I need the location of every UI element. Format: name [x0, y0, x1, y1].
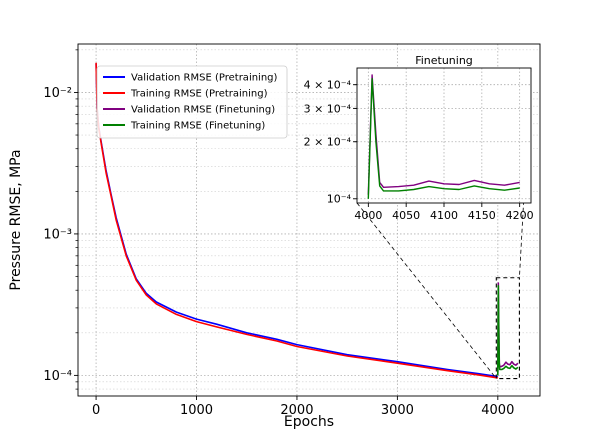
- main-series-group: [95, 62, 519, 379]
- main-frame: [77, 43, 541, 397]
- main-x-axis-label: Epochs: [284, 414, 334, 430]
- inset-y-tick-label-1: 2 × 10⁻⁴: [304, 136, 352, 149]
- main-series-1-line: [95, 62, 498, 379]
- main-x-tick-label-3: 3000: [381, 403, 414, 418]
- inset-series-1-line: [367, 77, 520, 199]
- inset-x-tick-label-3: 4150: [468, 209, 496, 222]
- legend-label-2: Validation RMSE (Finetuning): [131, 105, 275, 116]
- legend-label-3: Training RMSE (Finetuning): [130, 121, 265, 132]
- inset-y-tick-label-0: 10⁻⁴: [327, 193, 352, 206]
- legend-box: [96, 65, 288, 139]
- main-series-3-line: [497, 284, 519, 376]
- legend-label-0: Validation RMSE (Pretraining): [131, 73, 278, 84]
- legend: Validation RMSE (Pretraining) Training RM…: [96, 65, 288, 139]
- legend-label-1: Training RMSE (Pretraining): [130, 89, 268, 100]
- inset-x-tick-label-2: 4100: [430, 209, 458, 222]
- main-y-tick-label-1: 10⁻³: [43, 228, 72, 243]
- inset-y-tick-label-3: 4 × 10⁻⁴: [304, 79, 352, 92]
- main-y-axis-label: Pressure RMSE, MPa: [8, 149, 24, 290]
- zoom-connector-left: [356, 202, 497, 379]
- main-y-tick-label-0: 10⁻⁴: [43, 369, 72, 384]
- inset-x-tick-label-4: 4200: [506, 209, 534, 222]
- inset-panel: 4000 4050 4100 4150 4200 10⁻⁴ 2 × 10⁻⁴ 3 × 10⁻⁴…: [304, 54, 534, 222]
- main-y-tick-label-2: 10⁻²: [43, 86, 72, 101]
- main-x-tick-label-4: 4000: [481, 403, 514, 418]
- inset-x-tick-label-1: 4050: [392, 209, 420, 222]
- inset-title: Finetuning: [415, 54, 473, 67]
- inset-y-tick-label-2: 3 × 10⁻⁴: [304, 102, 352, 115]
- zoom-box: [495, 277, 520, 380]
- main-x-tick-label-2: 2000: [280, 403, 313, 418]
- inset-series-group: [367, 74, 520, 199]
- main-x-tick-label-1: 1000: [180, 403, 213, 418]
- inset-x-tick-label-0: 4000: [354, 209, 382, 222]
- main-x-tick-label-0: 0: [92, 403, 100, 418]
